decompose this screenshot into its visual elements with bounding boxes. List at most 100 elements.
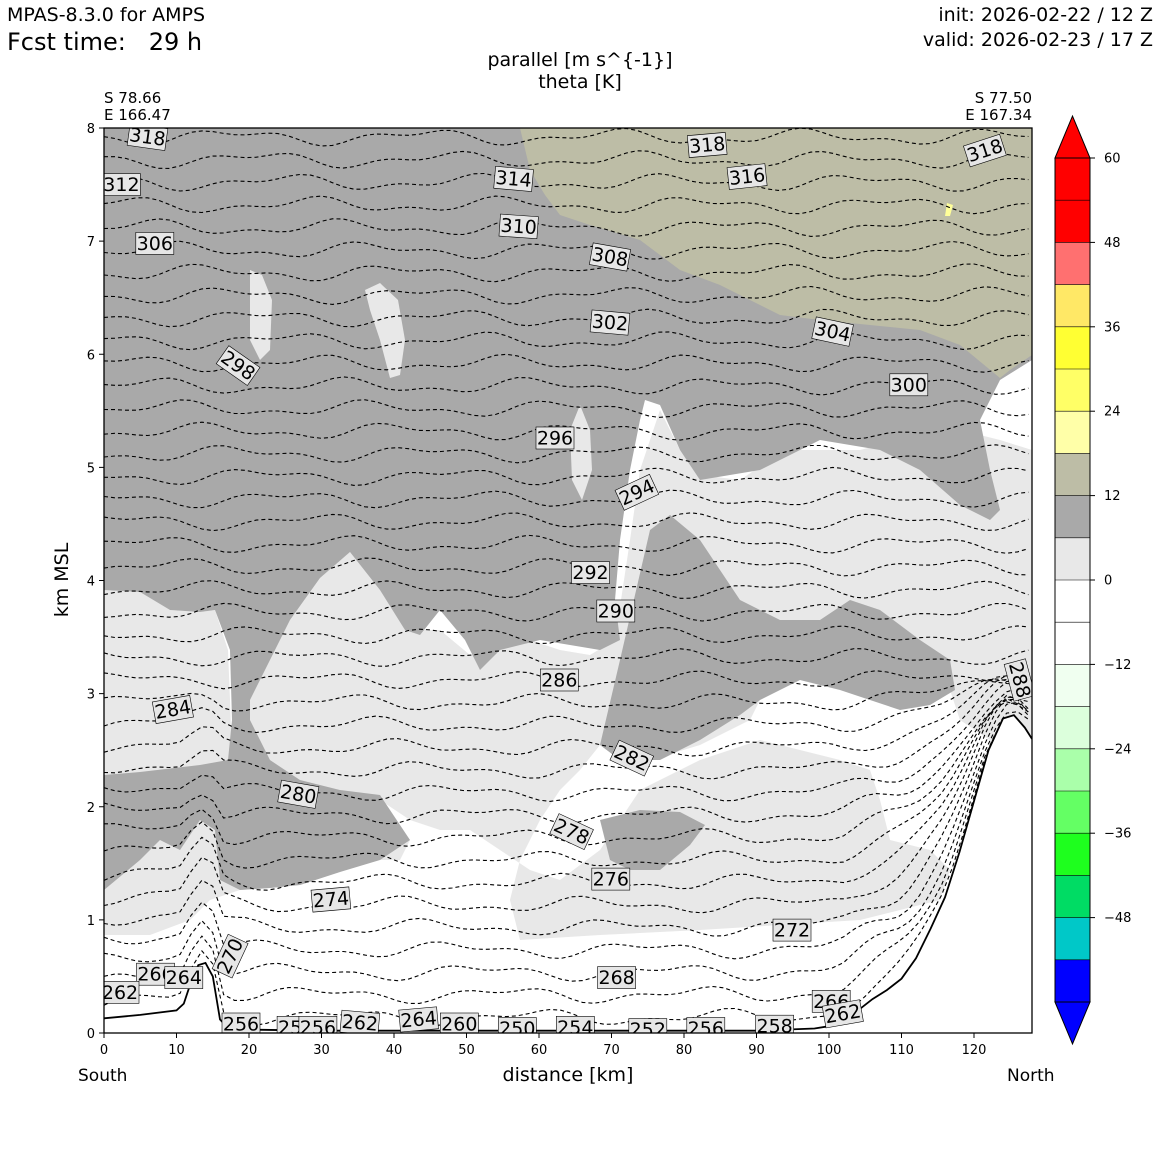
theta-label-box	[535, 426, 575, 450]
theta-label-box	[686, 132, 728, 158]
theta-label: 262	[102, 980, 140, 1004]
theta-label: 256	[686, 1017, 726, 1033]
theta-label: 284	[151, 695, 194, 724]
theta-isoline	[104, 580, 1029, 599]
theta-label-box	[591, 867, 631, 891]
theta-label: 264	[398, 1006, 439, 1032]
colorbar-segment	[1055, 200, 1090, 243]
theta-label: 312	[104, 173, 141, 196]
x-tick-label: 10	[168, 1043, 185, 1058]
right-endpoint-lat: S 77.50	[974, 89, 1032, 107]
theta-isoline	[104, 678, 1029, 734]
theta-label-box	[439, 1012, 479, 1033]
theta-label-box	[614, 473, 660, 511]
north-direction-label: North	[1007, 1066, 1055, 1086]
colorbar-tick-label: 0	[1104, 574, 1112, 589]
theta-label-box	[164, 966, 204, 989]
theta-label-text: 260	[441, 1014, 477, 1036]
theta-label-box	[821, 999, 864, 1029]
theta-isoline	[104, 489, 1029, 509]
theta-label-box	[298, 1016, 338, 1033]
theta-label-text: 264	[400, 1007, 438, 1032]
theta-contour-labels: 3183123062983143103083023183163183043002…	[102, 124, 1032, 1038]
theta-label: 318	[126, 124, 169, 151]
theta-label-box	[151, 695, 194, 724]
theta-label: 304	[811, 316, 854, 347]
colorbar-segment	[1055, 791, 1090, 834]
colorbar-segment	[1055, 959, 1090, 1002]
colorbar-segment	[1055, 580, 1090, 623]
theta-isoline	[104, 263, 1029, 283]
theta-label: 272	[772, 918, 812, 942]
theta-label-box	[597, 966, 636, 989]
theta-label-box	[126, 128, 169, 151]
theta-isoline	[104, 701, 1029, 960]
theta-isoline	[104, 711, 1029, 982]
theta-label-box	[589, 309, 631, 336]
theta-isoline	[104, 240, 1029, 260]
chart-title-line2: theta [K]	[538, 71, 622, 93]
colorbar-segment	[1055, 833, 1090, 876]
x-tick-label: 40	[386, 1043, 403, 1058]
colorbar-segment	[1055, 875, 1090, 918]
colorbar-tick-label: 48	[1104, 236, 1121, 251]
theta-label-box	[104, 173, 141, 196]
theta-label-box	[104, 980, 140, 1004]
x-axis-ticks: 0 10 20 30 40 50 60 70 80 90 100 110 120	[100, 1033, 986, 1058]
colorbar-tick-label: −24	[1104, 742, 1131, 757]
colorbar-tick-label: 24	[1104, 405, 1121, 420]
theta-label: 268	[597, 966, 636, 989]
x-tick-label: 90	[748, 1043, 765, 1058]
theta-label: 274	[310, 886, 352, 913]
theta-label-box	[498, 213, 539, 240]
theta-label: 306	[135, 232, 175, 255]
colorbar-segment	[1055, 411, 1090, 454]
x-tick-label: 70	[603, 1043, 620, 1058]
theta-label-text: 318	[128, 124, 167, 151]
x-tick-label: 20	[241, 1043, 258, 1058]
x-axis-label: distance [km]	[502, 1064, 634, 1086]
theta-label-box	[628, 1018, 668, 1033]
theta-label-box	[497, 1017, 537, 1033]
theta-label-text: 302	[591, 311, 629, 336]
theta-isoline	[104, 150, 1029, 169]
theta-label-box	[135, 232, 175, 255]
colorbar-segment	[1055, 537, 1090, 580]
theta-isoline	[104, 694, 1029, 914]
theta-isoline	[104, 399, 1029, 418]
theta-label-box	[811, 316, 854, 347]
theta-isoline	[104, 285, 1029, 305]
theta-isoline	[104, 674, 1029, 780]
theta-label-box	[589, 242, 631, 272]
valid-time: valid: 2026-02-23 / 17 Z	[922, 29, 1153, 51]
y-tick-label: 2	[87, 801, 95, 816]
colorbar-extend-max	[1054, 114, 1091, 159]
x-tick-label: 100	[817, 1043, 842, 1058]
theta-label: 256	[298, 1016, 338, 1033]
colorbar-tick-label: 36	[1104, 320, 1121, 335]
theta-label-box	[493, 165, 534, 192]
colorbar: 60 48 36 24 12 0 −12 −24 −36 −48	[1054, 114, 1131, 1046]
y-tick-label: 7	[87, 235, 95, 250]
y-tick-label: 6	[87, 348, 95, 363]
south-direction-label: South	[78, 1066, 128, 1086]
y-axis-ticks: 0 1 2 3 4 5 6 7 8	[87, 122, 104, 1042]
theta-label: 300	[889, 373, 929, 396]
theta-label-text: 258	[756, 1016, 792, 1038]
colorbar-segment	[1055, 453, 1090, 496]
theta-isoline	[104, 602, 1029, 622]
theta-label: 260	[439, 1012, 479, 1036]
theta-label: 292	[571, 561, 610, 584]
theta-label-text: 262	[102, 982, 138, 1004]
theta-label: 310	[498, 213, 539, 240]
theta-isoline	[104, 696, 1029, 937]
theta-label-box	[686, 1017, 726, 1033]
chart-title-line1: parallel [m s^{-1}]	[487, 49, 673, 71]
colorbar-segment	[1055, 917, 1090, 960]
colorbar-segment	[1055, 158, 1090, 201]
theta-label: 302	[589, 309, 631, 336]
theta-label-box	[221, 1012, 261, 1033]
theta-label-box	[755, 1014, 794, 1033]
y-tick-label: 4	[87, 575, 95, 590]
